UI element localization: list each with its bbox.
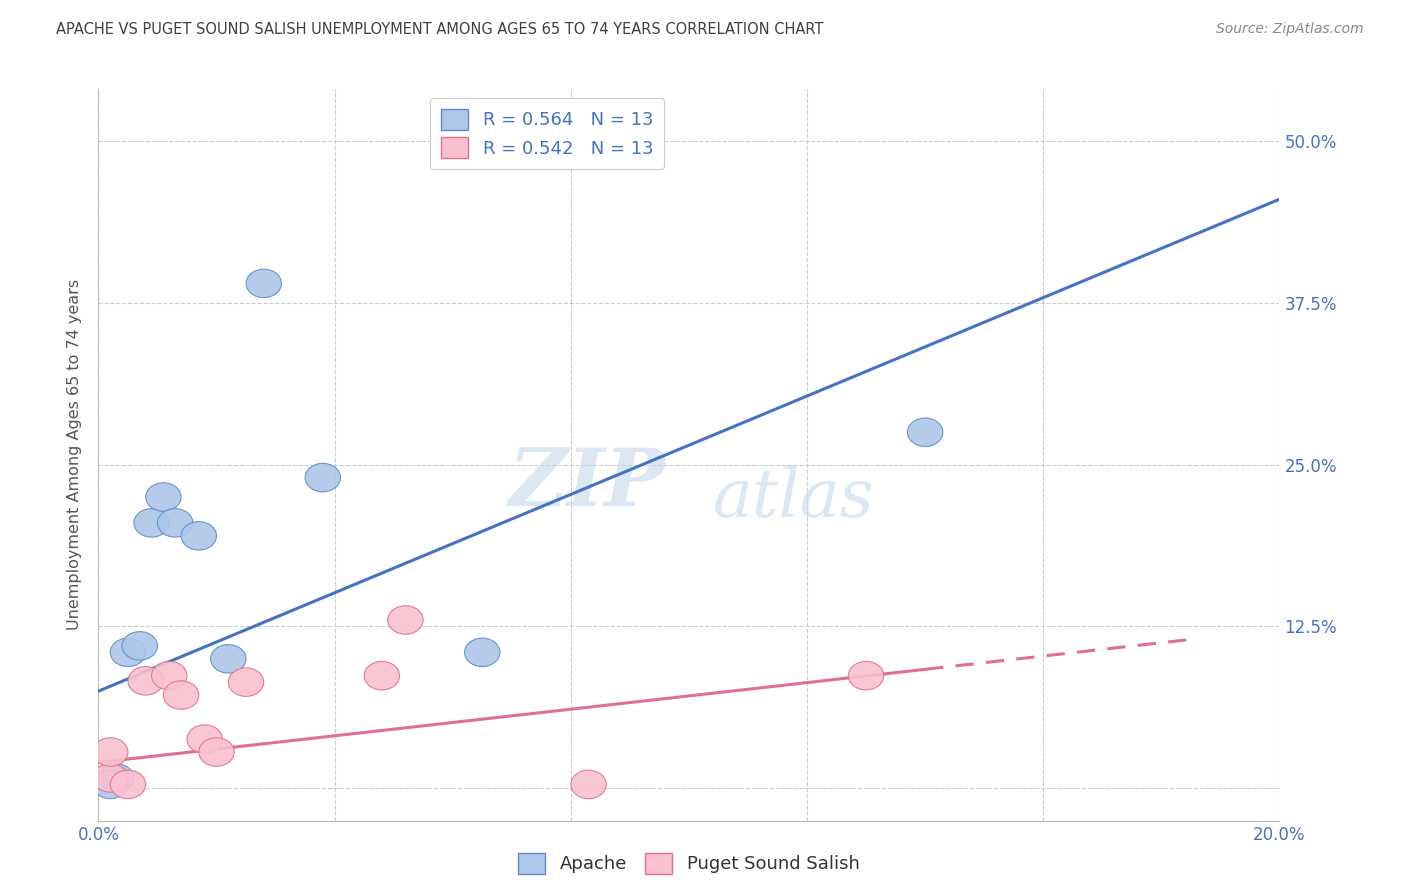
- Ellipse shape: [388, 606, 423, 634]
- Ellipse shape: [305, 463, 340, 491]
- Ellipse shape: [122, 632, 157, 660]
- Ellipse shape: [98, 764, 134, 792]
- Ellipse shape: [228, 668, 264, 697]
- Ellipse shape: [157, 508, 193, 537]
- Ellipse shape: [110, 770, 146, 798]
- Ellipse shape: [571, 770, 606, 798]
- Ellipse shape: [364, 661, 399, 690]
- Ellipse shape: [128, 666, 163, 695]
- Ellipse shape: [907, 418, 943, 447]
- Ellipse shape: [198, 738, 235, 766]
- Ellipse shape: [211, 645, 246, 673]
- Ellipse shape: [134, 508, 169, 537]
- Ellipse shape: [181, 522, 217, 550]
- Ellipse shape: [146, 483, 181, 511]
- Ellipse shape: [110, 638, 146, 666]
- Text: APACHE VS PUGET SOUND SALISH UNEMPLOYMENT AMONG AGES 65 TO 74 YEARS CORRELATION : APACHE VS PUGET SOUND SALISH UNEMPLOYMEN…: [56, 22, 824, 37]
- Ellipse shape: [464, 638, 501, 666]
- Ellipse shape: [246, 269, 281, 298]
- Text: ZIP: ZIP: [509, 445, 665, 523]
- Ellipse shape: [163, 681, 198, 709]
- Ellipse shape: [93, 764, 128, 792]
- Legend: Apache, Puget Sound Salish: Apache, Puget Sound Salish: [510, 846, 868, 881]
- Text: atlas: atlas: [713, 467, 875, 532]
- Ellipse shape: [848, 661, 884, 690]
- Text: Source: ZipAtlas.com: Source: ZipAtlas.com: [1216, 22, 1364, 37]
- Ellipse shape: [187, 725, 222, 754]
- Ellipse shape: [93, 770, 128, 798]
- Ellipse shape: [93, 738, 128, 766]
- Ellipse shape: [152, 661, 187, 690]
- Y-axis label: Unemployment Among Ages 65 to 74 years: Unemployment Among Ages 65 to 74 years: [67, 279, 83, 631]
